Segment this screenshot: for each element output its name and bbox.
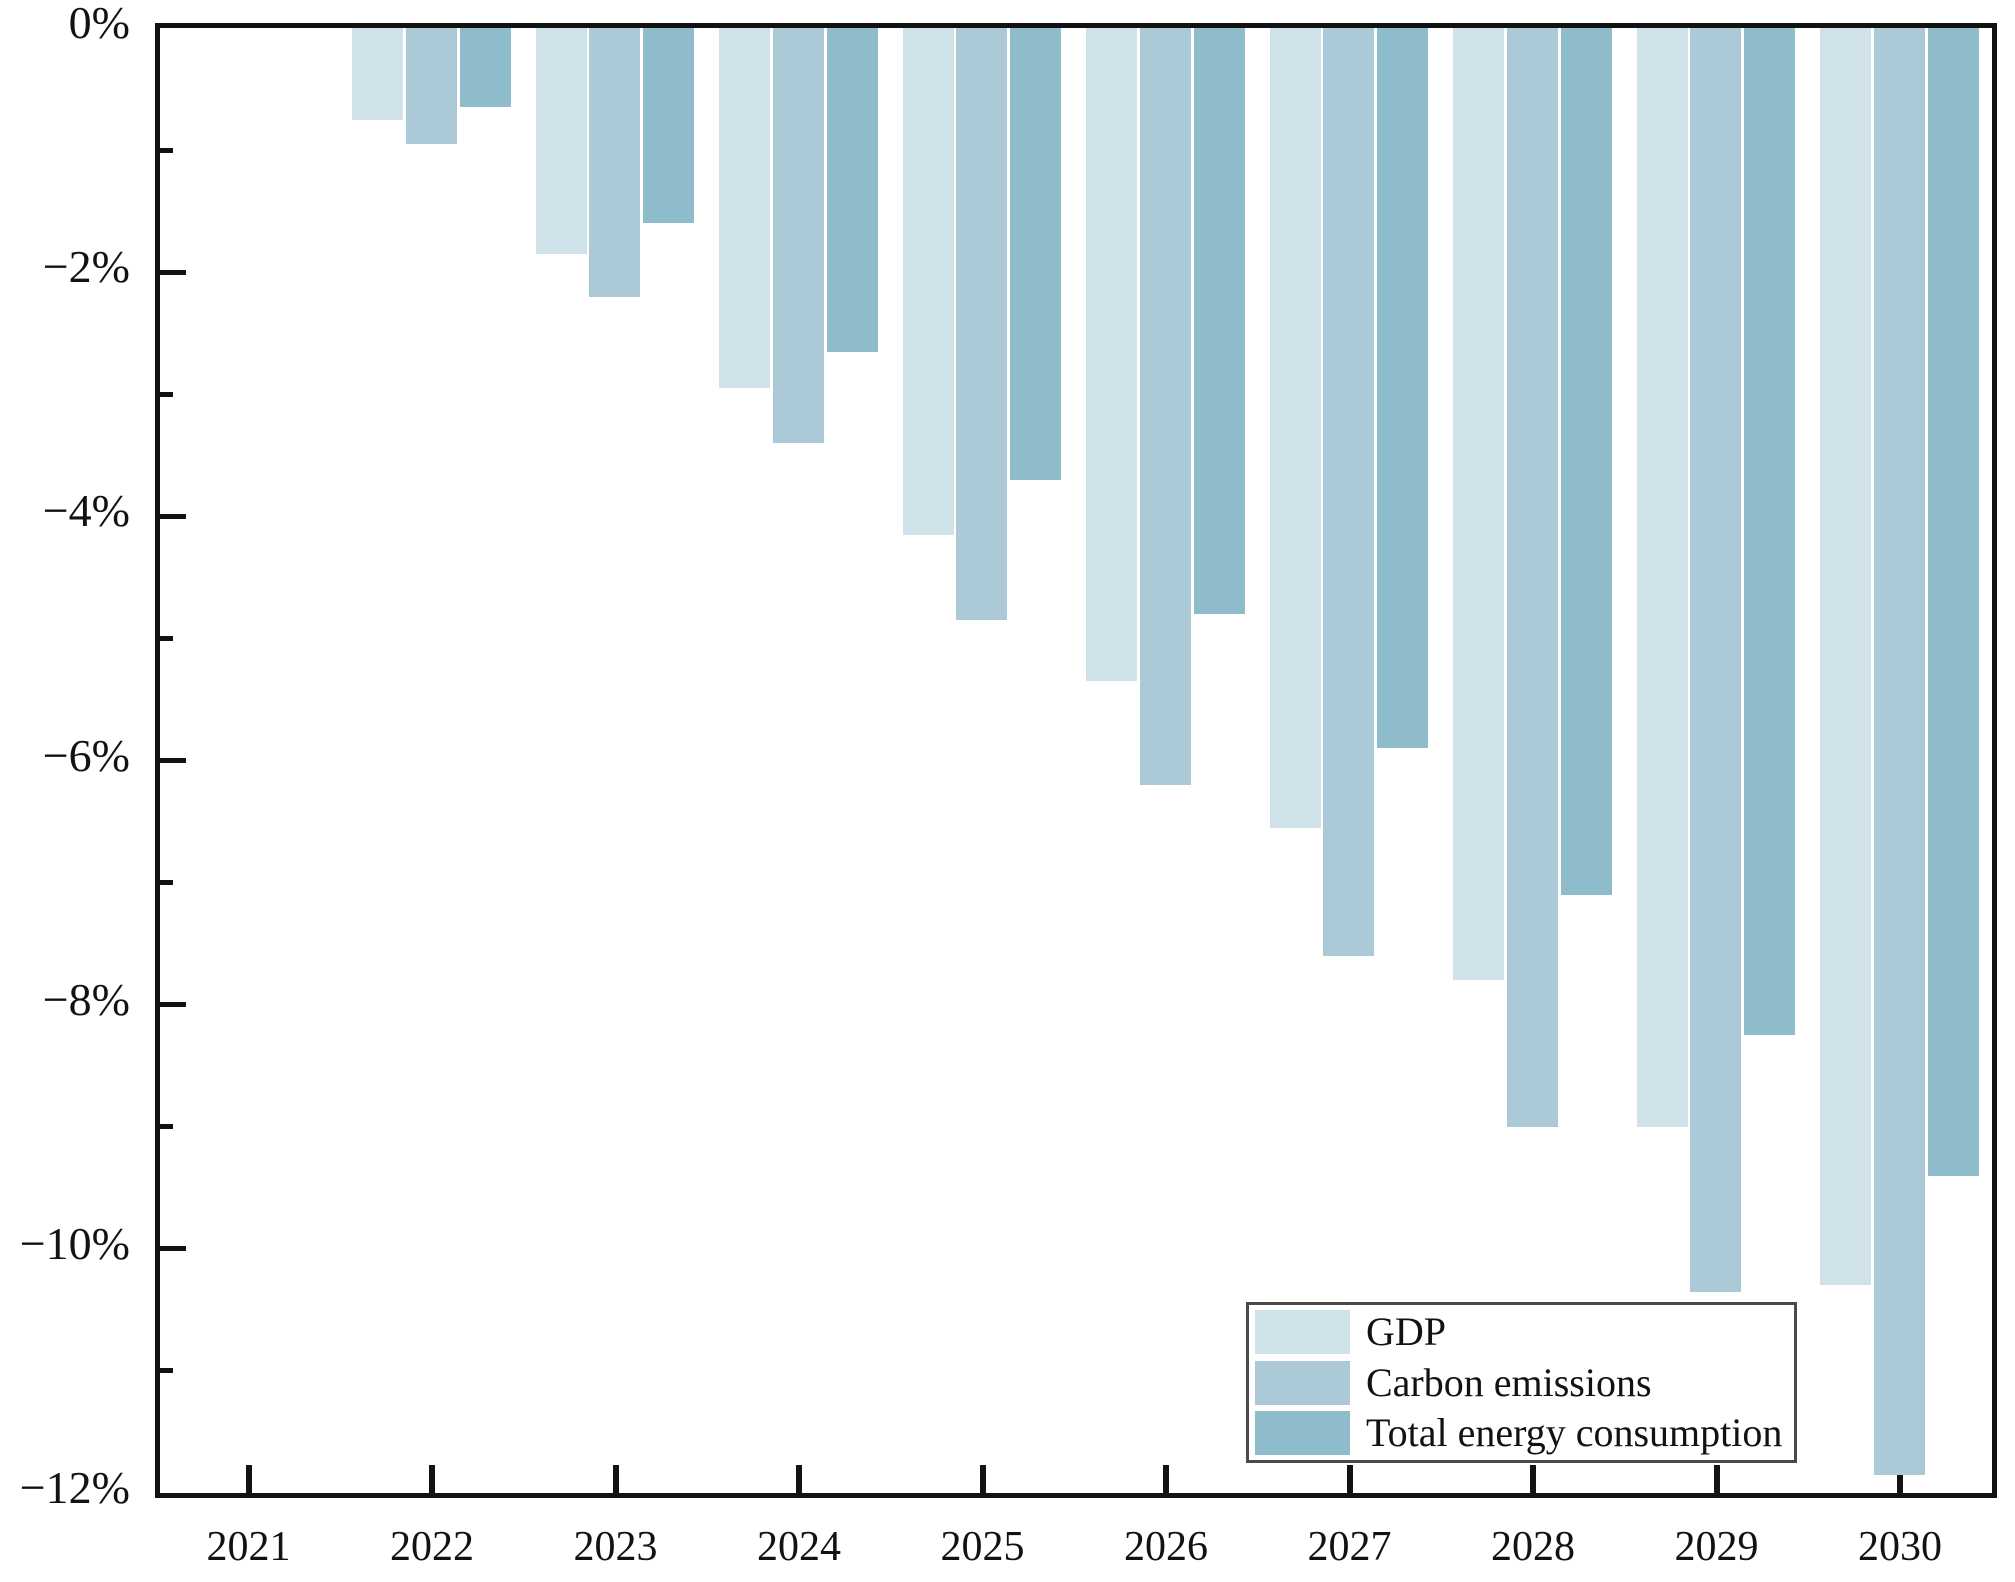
y-minor-tick — [160, 1124, 173, 1130]
x-tick-label: 2029 — [1674, 1524, 1759, 1570]
bar-total-energy-consumption-2025 — [1010, 28, 1061, 480]
bar-carbon-emissions-2025 — [956, 28, 1007, 621]
y-major-tick — [160, 1002, 186, 1008]
legend-entry: Total energy consumption — [1255, 1411, 1788, 1455]
x-tick — [796, 1465, 802, 1493]
y-tick-label: −8% — [42, 973, 130, 1025]
legend-label: GDP — [1366, 1309, 1447, 1354]
x-tick-label: 2026 — [1124, 1524, 1208, 1570]
y-tick-label: −12% — [19, 1462, 130, 1513]
y-tick-label: 0% — [68, 0, 130, 48]
x-tick-label: 2023 — [573, 1524, 658, 1570]
x-tick-label: 2022 — [390, 1524, 474, 1570]
bar-total-energy-consumption-2023 — [643, 28, 694, 224]
x-tick — [1530, 1465, 1536, 1493]
bar-total-energy-consumption-2029 — [1744, 28, 1795, 1036]
x-tick — [245, 1465, 252, 1493]
y-major-tick — [160, 758, 186, 763]
y-major-tick — [160, 513, 186, 519]
bar-gdp-2028 — [1453, 28, 1504, 981]
x-tick — [979, 1465, 986, 1493]
bar-carbon-emissions-2029 — [1690, 28, 1741, 1292]
plot-area — [155, 23, 1997, 1498]
y-minor-tick — [160, 391, 173, 397]
bar-total-energy-consumption-2027 — [1377, 28, 1428, 749]
y-tick-label: −6% — [42, 729, 130, 781]
x-tick — [1897, 1465, 1903, 1493]
x-tick — [429, 1465, 435, 1493]
y-tick-label: −10% — [19, 1217, 130, 1269]
y-minor-tick — [160, 635, 173, 641]
y-major-tick — [160, 269, 186, 275]
x-tick-label: 2021 — [206, 1524, 291, 1570]
x-tick-label: 2030 — [1858, 1524, 1942, 1570]
bar-gdp-2025 — [902, 28, 954, 535]
bar-carbon-emissions-2026 — [1139, 28, 1191, 785]
bar-gdp-2022 — [352, 28, 403, 120]
bar-gdp-2023 — [535, 28, 587, 254]
y-major-tick — [160, 1246, 186, 1252]
bar-gdp-2030 — [1820, 28, 1871, 1286]
bar-carbon-emissions-2027 — [1323, 28, 1374, 956]
bar-total-energy-consumption-2030 — [1927, 28, 1979, 1176]
bar-gdp-2027 — [1269, 28, 1321, 828]
x-tick-label: 2024 — [757, 1524, 841, 1570]
bar-gdp-2024 — [719, 28, 770, 389]
legend-entry: GDP — [1255, 1310, 1788, 1354]
legend-swatch — [1255, 1310, 1350, 1354]
x-tick-label: 2028 — [1491, 1524, 1575, 1570]
y-minor-tick — [160, 1368, 173, 1374]
bar-total-energy-consumption-2026 — [1193, 28, 1245, 614]
bar-carbon-emissions-2028 — [1506, 28, 1558, 1127]
x-tick-label: 2027 — [1307, 1524, 1392, 1570]
x-tick — [1713, 1465, 1720, 1493]
x-tick — [612, 1465, 619, 1493]
bar-gdp-2026 — [1086, 28, 1137, 682]
legend-label: Carbon emissions — [1366, 1359, 1652, 1405]
legend-entry: Carbon emissions — [1255, 1359, 1788, 1405]
legend-swatch — [1255, 1411, 1350, 1455]
bar-carbon-emissions-2023 — [589, 28, 640, 297]
bar-total-energy-consumption-2028 — [1560, 28, 1612, 895]
y-minor-tick — [160, 880, 173, 886]
y-tick-label: −2% — [42, 241, 130, 293]
bar-total-energy-consumption-2022 — [459, 28, 511, 108]
bar-gdp-2029 — [1636, 28, 1688, 1127]
x-tick — [1163, 1465, 1169, 1493]
y-tick-label: −4% — [42, 485, 130, 537]
x-tick-label: 2025 — [940, 1524, 1025, 1570]
y-minor-tick — [160, 147, 173, 153]
legend-swatch — [1255, 1360, 1350, 1405]
x-tick — [1346, 1465, 1353, 1493]
legend: GDP Carbon emissions Total energy consumpt… — [1246, 1302, 1797, 1463]
bar-carbon-emissions-2024 — [772, 28, 824, 444]
bar-carbon-emissions-2030 — [1873, 28, 1925, 1475]
bar-carbon-emissions-2022 — [405, 28, 457, 144]
legend-label: Total energy consumption — [1366, 1410, 1783, 1455]
bar-total-energy-consumption-2024 — [826, 28, 878, 352]
